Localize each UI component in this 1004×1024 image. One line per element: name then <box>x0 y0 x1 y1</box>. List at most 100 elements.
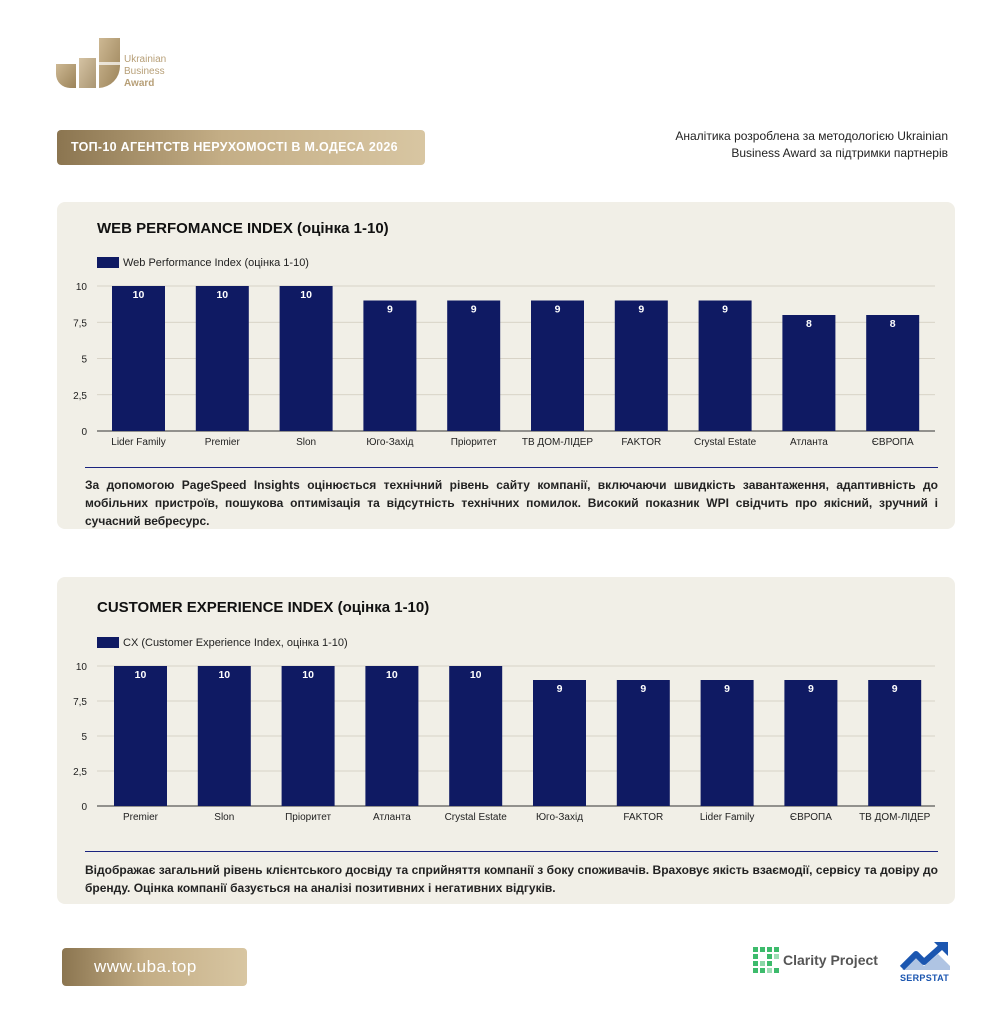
bar-value-label: 9 <box>640 683 646 695</box>
x-tick-label: Lider Family <box>111 437 165 448</box>
wpi-bar-chart: Web Performance Index (оцінка 1-10) 0 2,5 5… <box>73 257 935 448</box>
methodology-note: Аналітика розроблена за методологією Ukr… <box>675 129 948 160</box>
bar <box>784 680 838 806</box>
bar-value-label: 9 <box>892 683 898 695</box>
bar <box>447 300 501 431</box>
bar <box>700 680 754 806</box>
bar <box>112 286 165 431</box>
page-title-banner: ТОП-10 АГЕНТСТВ НЕРУХОМОСТІ В М.ОДЕСА 20… <box>57 130 425 165</box>
uba-logo <box>56 36 186 92</box>
y-tick-label: 2,5 <box>73 391 87 402</box>
uba-logo-mark-icon <box>56 38 121 88</box>
bar-value-label: 8 <box>890 318 896 330</box>
bar <box>533 680 586 806</box>
bar <box>363 300 417 431</box>
bar-value-label: 10 <box>470 669 482 681</box>
bar-value-label: 10 <box>133 289 145 301</box>
bar-value-label: 9 <box>722 304 728 316</box>
clarity-project-label: Clarity Project <box>783 952 878 968</box>
bar-value-label: 9 <box>808 683 814 695</box>
bar-value-label: 10 <box>218 669 230 681</box>
page-title: ТОП-10 АГЕНТСТВ НЕРУХОМОСТІ В М.ОДЕСА 20… <box>71 140 398 154</box>
bar-value-label: 8 <box>806 318 812 330</box>
legend-swatch <box>97 257 119 268</box>
x-tick-label: ЄВРОПА <box>790 812 832 823</box>
bar <box>195 286 249 431</box>
x-tick-label: Crystal Estate <box>445 812 508 823</box>
y-tick-label: 5 <box>81 732 87 743</box>
x-tick-label: Slon <box>296 437 316 448</box>
x-tick-label: Slon <box>214 812 234 823</box>
serpstat-logo: SERPSTAT <box>898 940 958 984</box>
bar <box>449 666 503 806</box>
bar-value-label: 10 <box>216 289 228 301</box>
cx-bar-chart: CX (Customer Experience Index, оцінка 1-… <box>73 637 935 823</box>
bar <box>114 666 167 806</box>
bar-value-label: 9 <box>387 304 393 316</box>
y-tick-label: 5 <box>81 355 87 366</box>
bar <box>616 680 670 806</box>
bar-value-label: 10 <box>300 289 312 301</box>
logo-line-1: Ukrainian <box>124 54 167 65</box>
y-tick-label: 7,5 <box>73 697 87 708</box>
wpi-card: WEB PERFOMANCE INDEX (оцінка 1-10) Web P… <box>57 202 955 529</box>
bar <box>698 300 752 431</box>
bar <box>279 286 333 431</box>
wpi-chart-title: WEB PERFOMANCE INDEX (оцінка 1-10) <box>97 220 389 237</box>
bar-value-label: 9 <box>724 683 730 695</box>
bar <box>866 315 920 431</box>
x-tick-label: FAKTOR <box>621 437 661 448</box>
bar <box>365 666 419 806</box>
bar <box>281 666 335 806</box>
x-tick-label: Premier <box>123 812 159 823</box>
bar <box>531 300 584 431</box>
bar-value-label: 9 <box>555 304 561 316</box>
bar-value-label: 10 <box>302 669 314 681</box>
bar <box>197 666 251 806</box>
uba-logo-text: Ukrainian Business Award <box>124 54 166 90</box>
bar-value-label: 9 <box>557 683 563 695</box>
bar-value-label: 9 <box>471 304 477 316</box>
x-tick-label: ТВ ДОМ-ЛІДЕР <box>522 437 594 448</box>
x-tick-label: Пріоритет <box>451 437 497 448</box>
website-url[interactable]: www.uba.top <box>94 957 197 976</box>
clarity-grid-icon <box>753 947 779 973</box>
legend-label: Web Performance Index (оцінка 1-10) <box>123 257 309 269</box>
y-tick-label: 10 <box>76 282 88 293</box>
x-tick-label: Пріоритет <box>285 812 331 823</box>
x-tick-label: FAKTOR <box>623 812 663 823</box>
y-tick-label: 0 <box>81 802 87 813</box>
x-tick-label: ТВ ДОМ-ЛІДЕР <box>859 812 931 823</box>
y-tick-label: 2,5 <box>73 767 87 778</box>
cx-description: Відображає загальний рівень клієнтського… <box>85 863 938 895</box>
cx-divider <box>85 851 938 852</box>
x-tick-label: Premier <box>205 437 241 448</box>
bar-value-label: 10 <box>386 669 398 681</box>
logo-line-3: Award <box>124 78 155 89</box>
y-tick-label: 7,5 <box>73 318 87 329</box>
wpi-description: За допомогою PageSpeed Insights оцінюєть… <box>85 478 938 528</box>
serpstat-label: SERPSTAT <box>900 973 950 983</box>
clarity-project-logo: Clarity Project <box>753 947 893 975</box>
legend-label: CX (Customer Experience Index, оцінка 1-… <box>123 637 348 649</box>
bar-value-label: 9 <box>638 304 644 316</box>
bar-value-label: 10 <box>135 669 147 681</box>
x-tick-label: Crystal Estate <box>694 437 757 448</box>
serpstat-arrow-icon <box>899 942 950 971</box>
x-tick-label: Атланта <box>373 812 411 823</box>
legend-swatch <box>97 637 119 648</box>
cx-card: CUSTOMER EXPERIENCE INDEX (оцінка 1-10) … <box>57 577 955 904</box>
bar <box>868 680 922 806</box>
x-tick-label: Атланта <box>790 437 828 448</box>
cx-chart-title: CUSTOMER EXPERIENCE INDEX (оцінка 1-10) <box>97 599 430 616</box>
wpi-divider <box>85 467 938 468</box>
bar <box>782 315 836 431</box>
x-tick-label: ЄВРОПА <box>872 437 914 448</box>
x-tick-label: Юго-Захід <box>366 437 413 448</box>
y-tick-label: 10 <box>76 662 88 673</box>
x-tick-label: Lider Family <box>700 812 754 823</box>
website-link[interactable]: www.uba.top <box>62 948 247 986</box>
y-tick-label: 0 <box>81 427 87 438</box>
x-tick-label: Юго-Захід <box>536 812 583 823</box>
logo-line-2: Business <box>124 66 165 77</box>
